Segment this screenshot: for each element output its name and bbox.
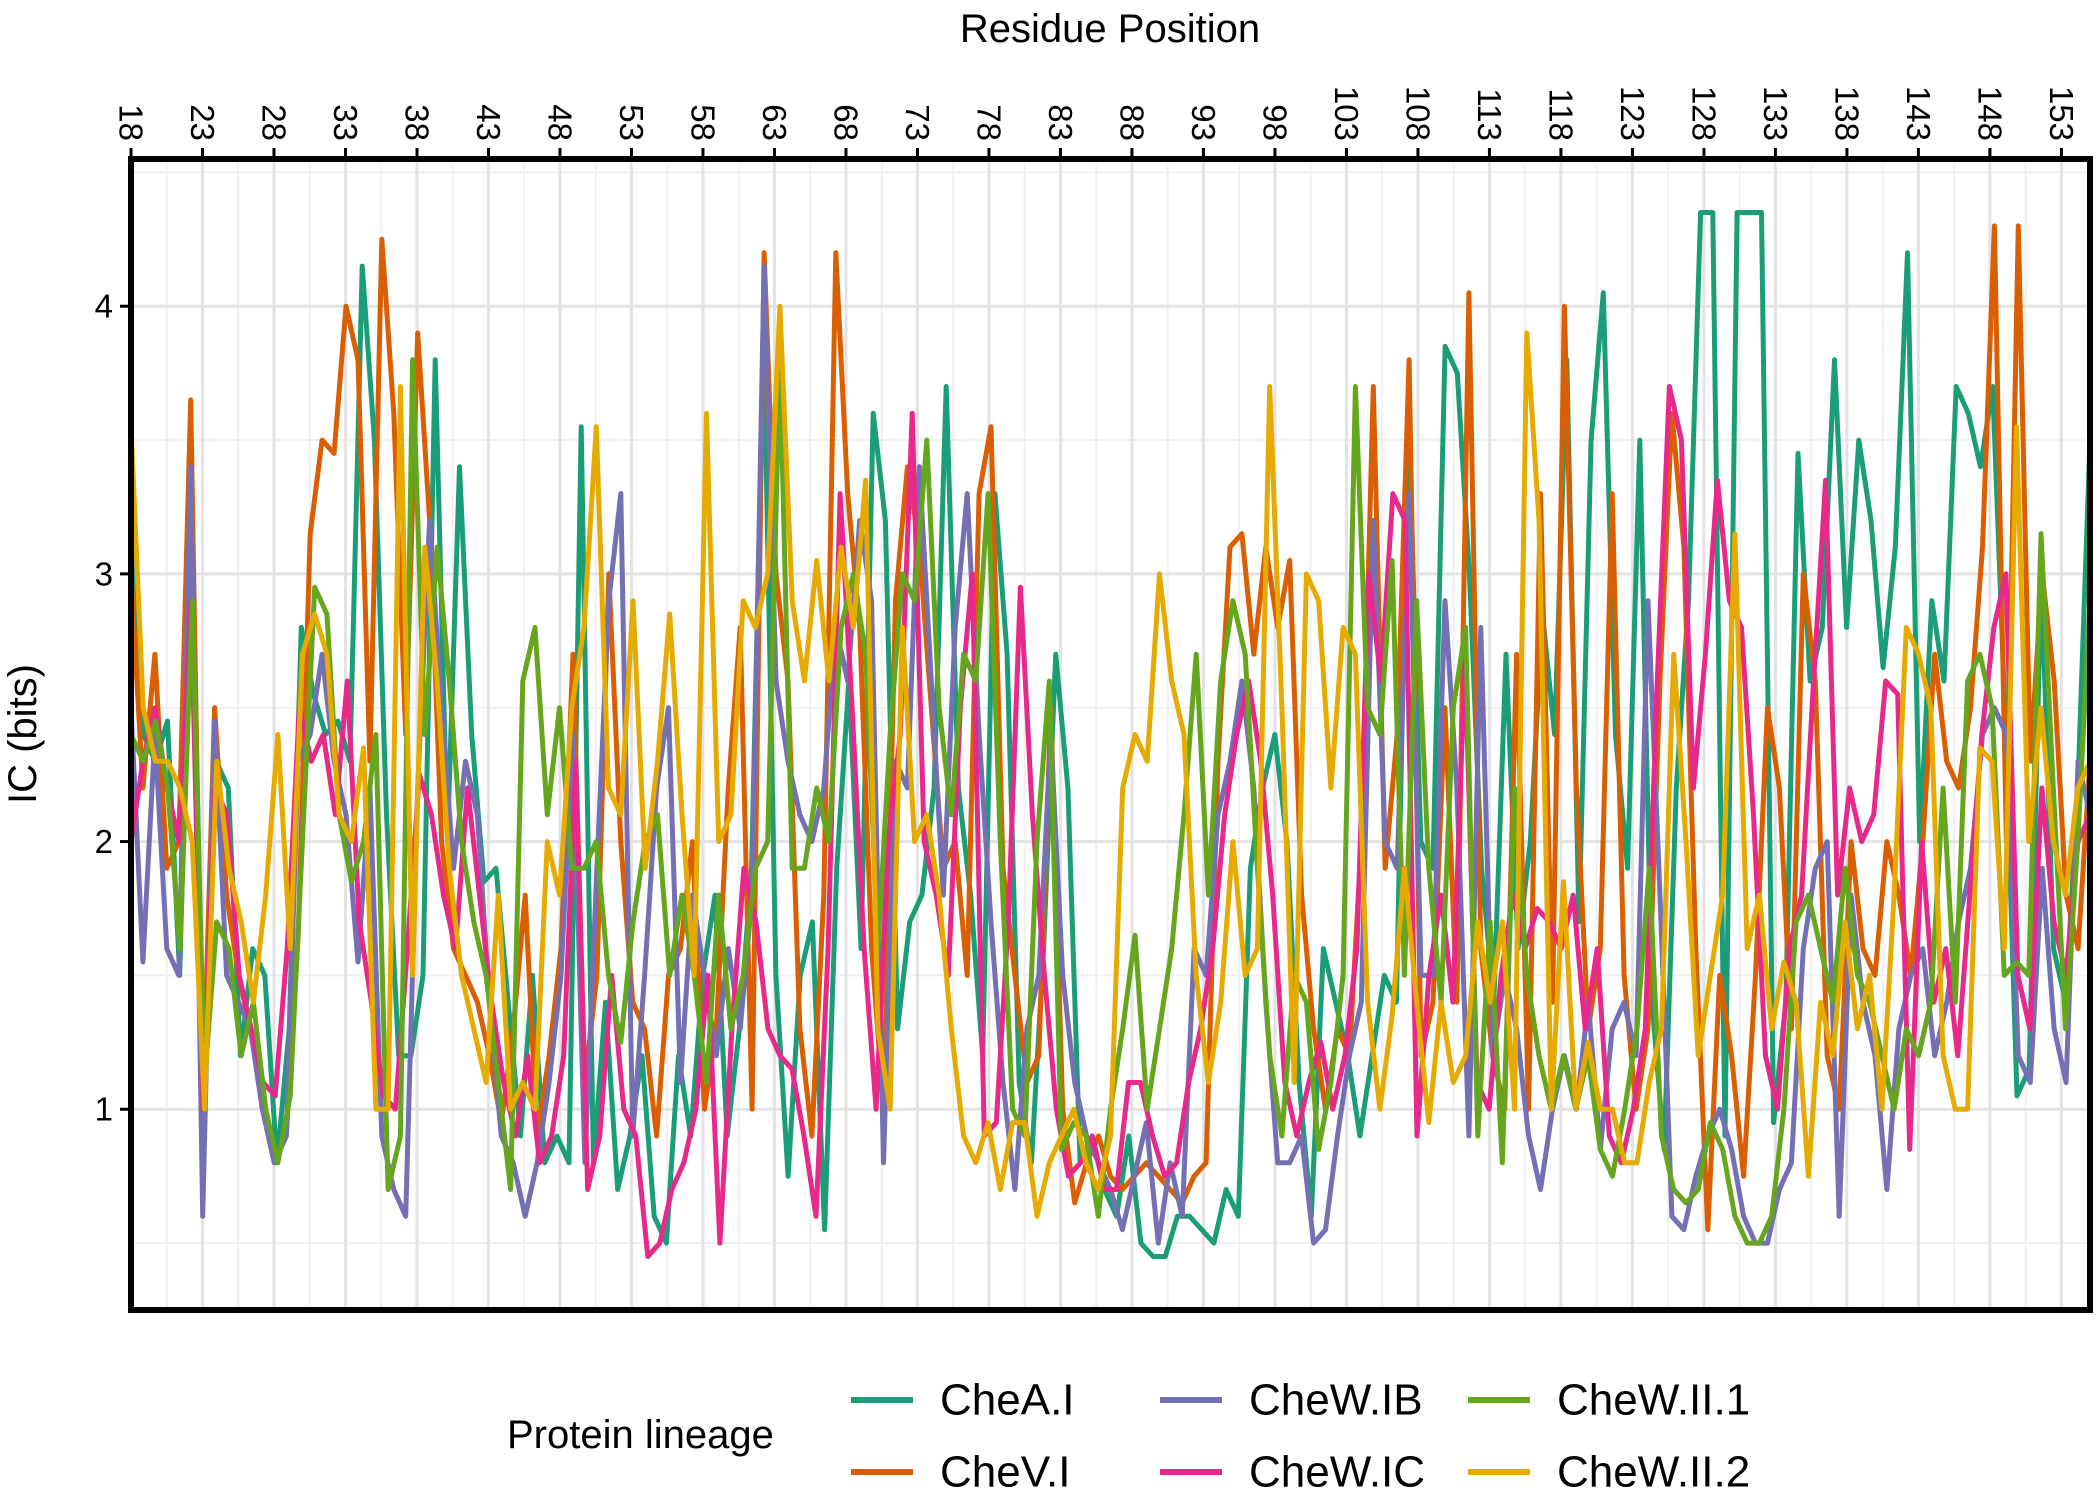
x-tick-label: 23 <box>184 104 221 141</box>
x-tick-label: 88 <box>1113 104 1150 141</box>
x-tick-label: 153 <box>2043 86 2080 141</box>
series-line-chea-i <box>128 210 2093 1259</box>
y-tick-label: 3 <box>95 555 113 592</box>
y-tick-label: 2 <box>95 823 113 860</box>
x-axis-ticks: 18 23 28 33 38 43 48 53 58 63 68 73 78 83 88 93 98 103 108… <box>113 86 2080 159</box>
x-tick-label: 108 <box>1399 86 1436 141</box>
x-tick-label: 113 <box>1471 88 1508 141</box>
legend-label: CheW.II.1 <box>1557 1376 1750 1425</box>
y-tick-label: 4 <box>95 288 113 325</box>
x-tick-label: 58 <box>684 104 721 141</box>
plot-border <box>128 156 2093 1313</box>
x-tick-label: 28 <box>255 104 292 141</box>
legend-title: Protein lineage <box>507 1413 774 1457</box>
x-tick-label: 18 <box>113 104 150 141</box>
y-tick-label: 1 <box>95 1091 113 1128</box>
y-axis-title: IC (bits) <box>1 664 45 804</box>
x-tick-label: 148 <box>1971 86 2008 141</box>
series-lines <box>128 210 2093 1259</box>
legend-label: CheV.I <box>940 1448 1070 1497</box>
x-tick-label: 93 <box>1185 104 1222 141</box>
x-tick-label: 78 <box>970 104 1007 141</box>
x-tick-label: 103 <box>1328 86 1365 141</box>
x-tick-label: 53 <box>613 104 650 141</box>
x-tick-label: 143 <box>1900 86 1937 141</box>
series-line-chew-ii-2 <box>128 303 2093 1219</box>
x-axis-title: Residue Position <box>960 7 1260 51</box>
x-tick-label: 128 <box>1685 86 1722 141</box>
legend: Protein lineage CheA.I CheV.I CheW.IB CheW.… <box>507 1376 1750 1497</box>
x-tick-label: 63 <box>756 104 793 141</box>
x-tick-label: 43 <box>470 104 507 141</box>
legend-label: CheW.IC <box>1249 1448 1425 1497</box>
x-tick-label: 133 <box>1757 86 1794 141</box>
y-axis-ticks: 1 2 3 4 <box>95 288 131 1128</box>
x-tick-label: 123 <box>1614 86 1651 141</box>
x-tick-label: 33 <box>327 104 364 141</box>
x-tick-label: 38 <box>398 104 435 141</box>
legend-label: CheW.IB <box>1249 1376 1423 1425</box>
x-tick-label: 138 <box>1828 86 1865 141</box>
x-tick-label: 73 <box>899 104 936 141</box>
x-tick-label: 68 <box>827 104 864 141</box>
legend-label: CheA.I <box>940 1376 1075 1425</box>
x-tick-label: 48 <box>541 104 578 141</box>
x-tick-label: 98 <box>1256 104 1293 141</box>
x-tick-label: 83 <box>1042 104 1079 141</box>
x-tick-label: 118 <box>1542 88 1579 141</box>
legend-label: CheW.II.2 <box>1557 1448 1750 1497</box>
